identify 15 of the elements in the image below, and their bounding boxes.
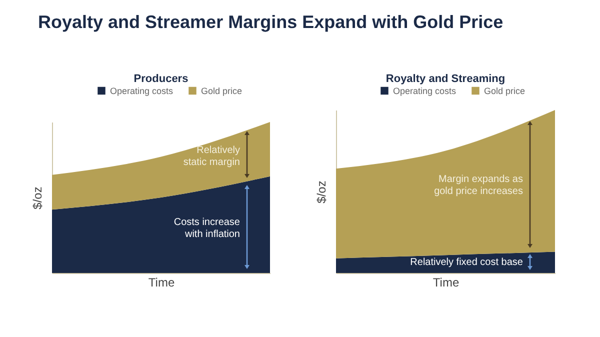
x-axis-title: Time [432,276,460,290]
annotation: Costs increase with inflation [174,217,240,240]
annotation: Relatively static margin [183,145,240,168]
chart-title: Royalty and Streamer Margins Expand with Gold Price [38,12,504,33]
legend-label: Operating costs [393,86,457,96]
annotation: Margin expands as gold price increases [434,174,523,197]
chart-subtitle: Royalty and Streaming [386,73,506,85]
annotation: Relatively fixed cost base [410,257,524,268]
legend-label: Gold price [484,86,526,96]
x-axis-title: Time [148,276,175,290]
legend-label: Operating costs [110,86,174,96]
y-axis-title: $/oz [30,186,44,210]
y-axis-title: $/oz [314,180,328,204]
legend-label: Gold price [201,86,242,96]
chart-subtitle: Producers [134,73,188,85]
